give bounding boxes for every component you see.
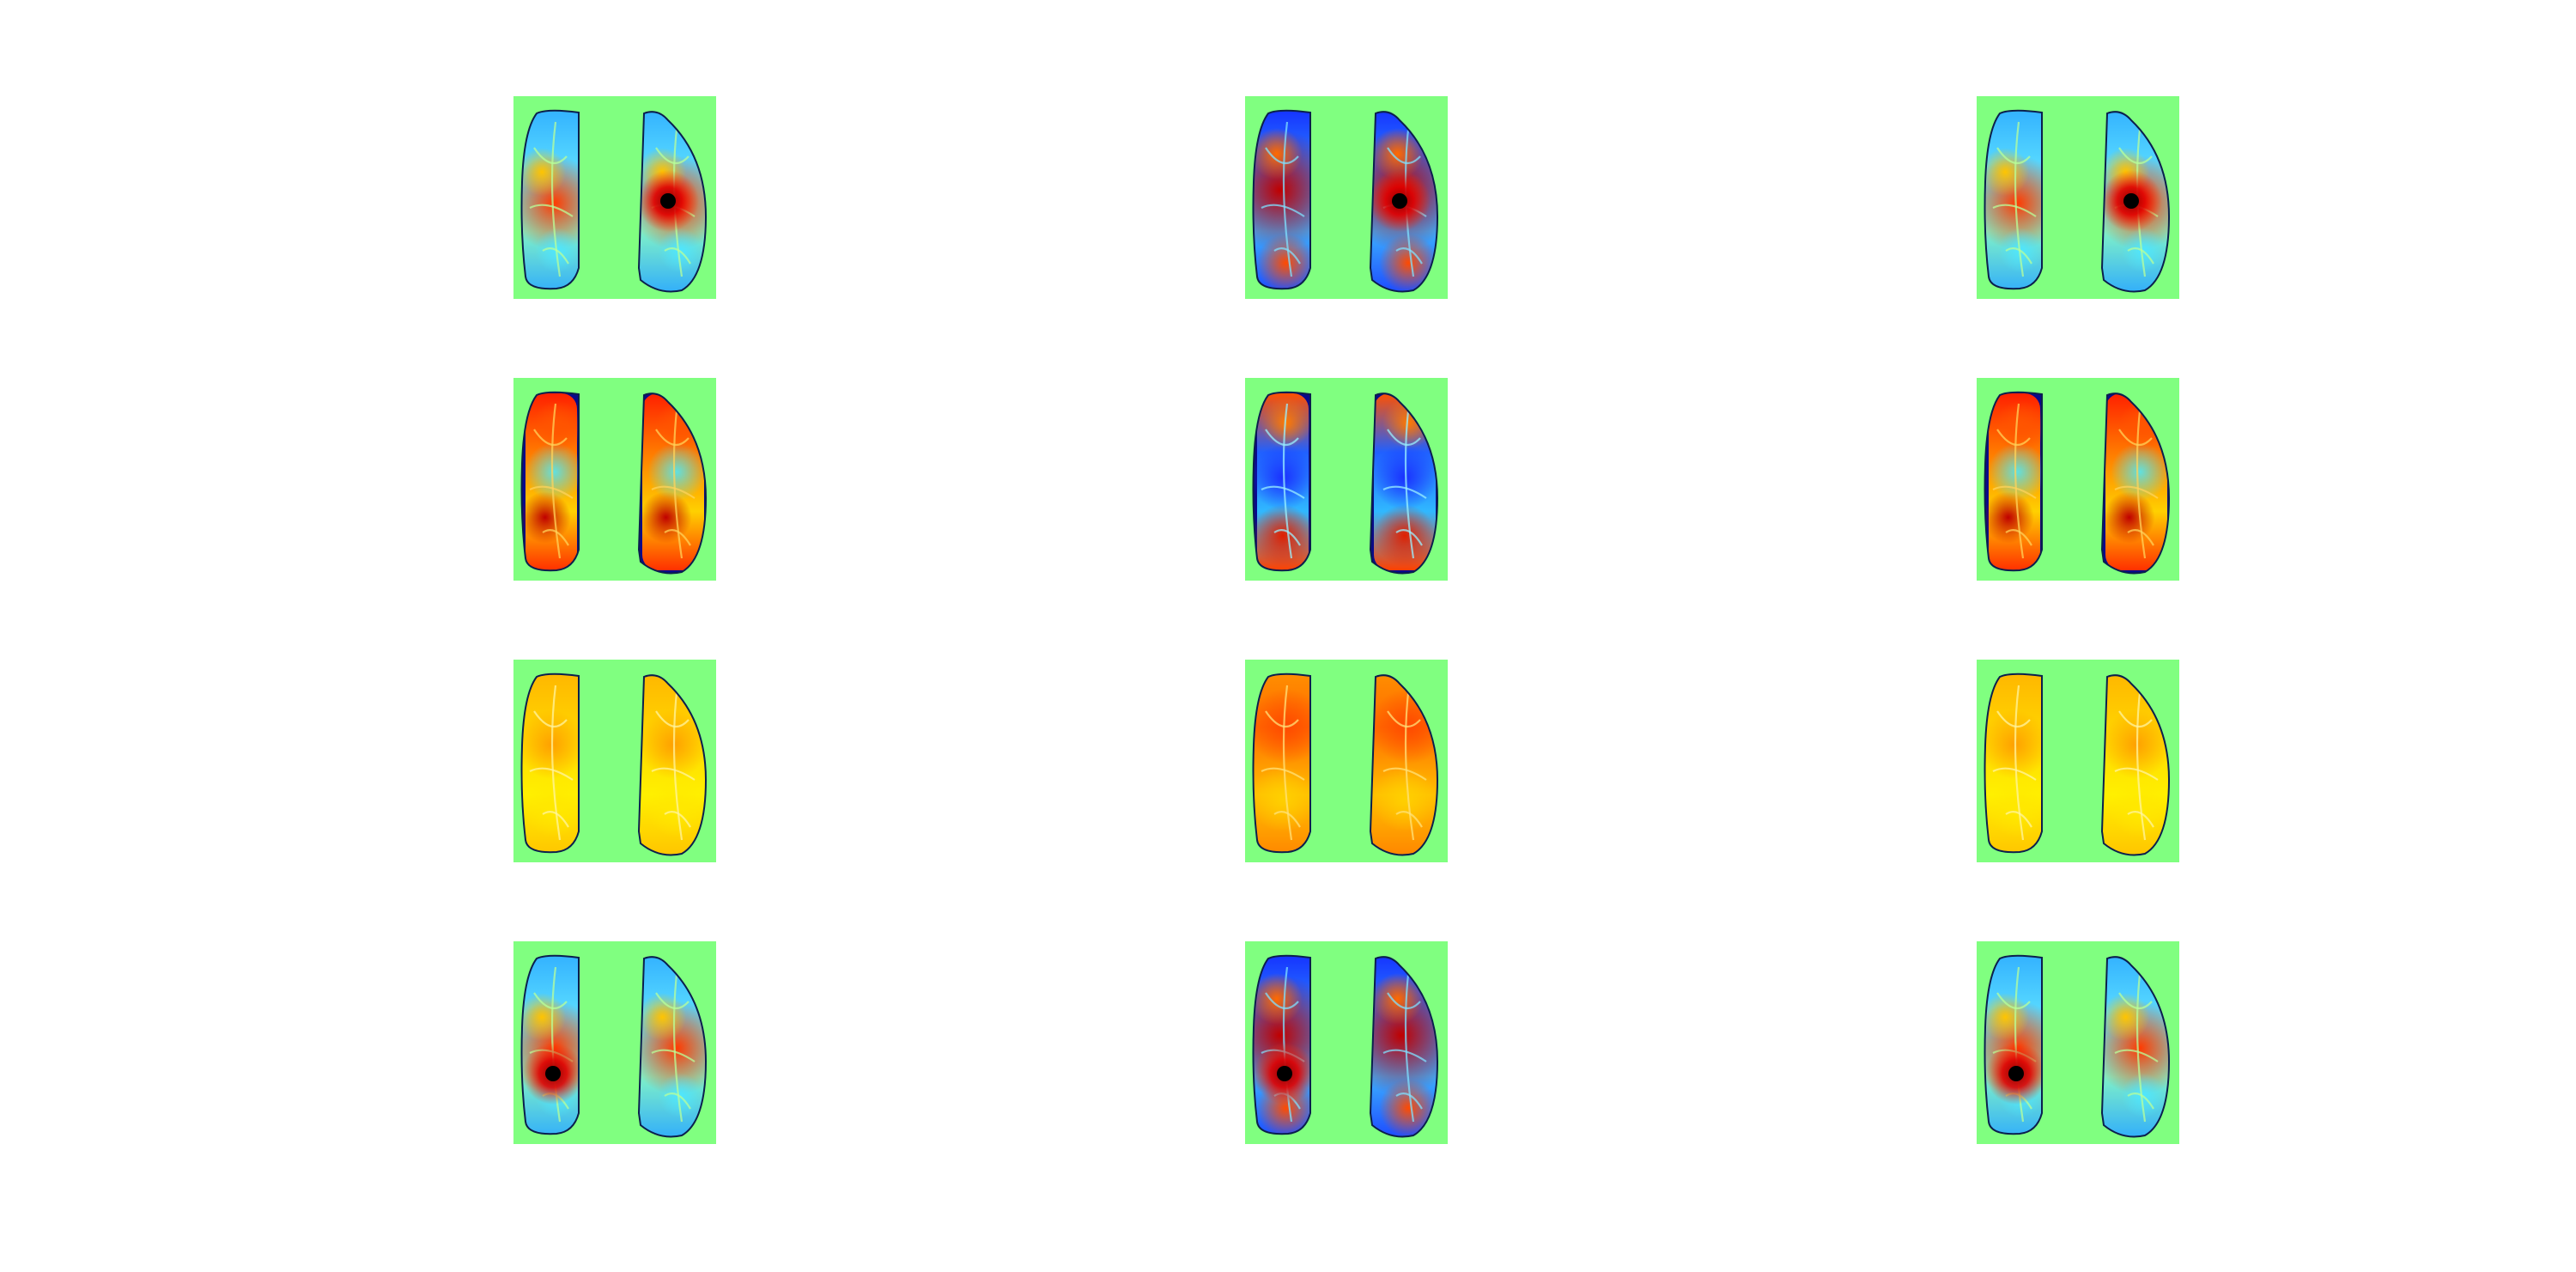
brain-map-panel: [513, 96, 716, 299]
right-hemisphere-outline: [637, 674, 708, 856]
brain-map-image: [513, 378, 716, 581]
brain-map-panel: [1977, 378, 2179, 581]
left-hemisphere-outline: [520, 673, 580, 854]
brain-map-panel: [1245, 660, 1448, 862]
left-hemisphere-outline: [1984, 954, 2043, 1135]
left-hemisphere-outline: [1252, 954, 1311, 1135]
left-hemisphere-outline: [520, 391, 580, 572]
right-hemisphere-outline: [2100, 674, 2171, 856]
right-hemisphere-outline: [637, 393, 708, 575]
right-hemisphere-outline: [1369, 393, 1439, 575]
left-hemisphere-map: [1253, 673, 1310, 853]
left-hemisphere-outline: [1984, 391, 2043, 572]
seed-point-marker: [660, 193, 676, 209]
left-hemisphere-outline: [1984, 673, 2043, 854]
brain-map-image: [513, 96, 716, 299]
brain-map-image: [513, 660, 716, 862]
right-hemisphere-map: [1370, 675, 1437, 855]
right-hemisphere-outline: [1369, 674, 1439, 856]
brain-map-image: [1245, 660, 1448, 862]
left-hemisphere-map: [521, 110, 579, 289]
right-hemisphere-outline: [1369, 111, 1439, 293]
seed-point-marker: [1392, 193, 1407, 209]
brain-map-image: [1245, 378, 1448, 581]
left-hemisphere-outline: [1252, 109, 1311, 290]
right-hemisphere-outline: [637, 111, 708, 293]
brain-map-panel: [513, 660, 716, 862]
right-hemisphere-outline: [1369, 956, 1439, 1138]
left-hemisphere-map: [1253, 392, 1310, 571]
seed-point-marker: [2008, 1066, 2024, 1081]
left-hemisphere-map: [521, 673, 579, 853]
brain-map-panel: [1977, 96, 2179, 299]
left-hemisphere-outline: [520, 109, 580, 290]
brain-map-image: [1245, 96, 1448, 299]
left-hemisphere-outline: [1984, 109, 2043, 290]
right-hemisphere-outline: [2100, 956, 2171, 1138]
left-hemisphere-outline: [520, 954, 580, 1135]
brain-map-panel: [1977, 660, 2179, 862]
brain-map-image: [1977, 96, 2179, 299]
left-hemisphere-outline: [1252, 391, 1311, 572]
brain-map-image: [513, 941, 716, 1144]
seed-point-marker: [2123, 193, 2139, 209]
brain-map-panel: [513, 941, 716, 1144]
left-hemisphere-outline: [1252, 673, 1311, 854]
left-hemisphere-map: [521, 392, 579, 571]
right-hemisphere-map: [639, 393, 706, 574]
brain-map-panel: [1245, 941, 1448, 1144]
brain-map-panel: [1977, 941, 2179, 1144]
brain-map-panel: [1245, 378, 1448, 581]
left-hemisphere-map: [1984, 392, 2042, 571]
brain-map-image: [1977, 941, 2179, 1144]
brain-map-image: [1245, 941, 1448, 1144]
seed-point-marker: [1277, 1066, 1292, 1081]
right-hemisphere-map: [639, 957, 706, 1137]
right-hemisphere-outline: [2100, 111, 2171, 293]
brain-map-panel: [1245, 96, 1448, 299]
brain-map-image: [1977, 378, 2179, 581]
left-hemisphere-map: [1984, 673, 2042, 853]
brain-map-image: [1977, 660, 2179, 862]
brain-map-panel: [513, 378, 716, 581]
right-hemisphere-outline: [2100, 393, 2171, 575]
right-hemisphere-map: [2102, 393, 2169, 574]
seed-point-marker: [545, 1066, 561, 1081]
right-hemisphere-outline: [637, 956, 708, 1138]
